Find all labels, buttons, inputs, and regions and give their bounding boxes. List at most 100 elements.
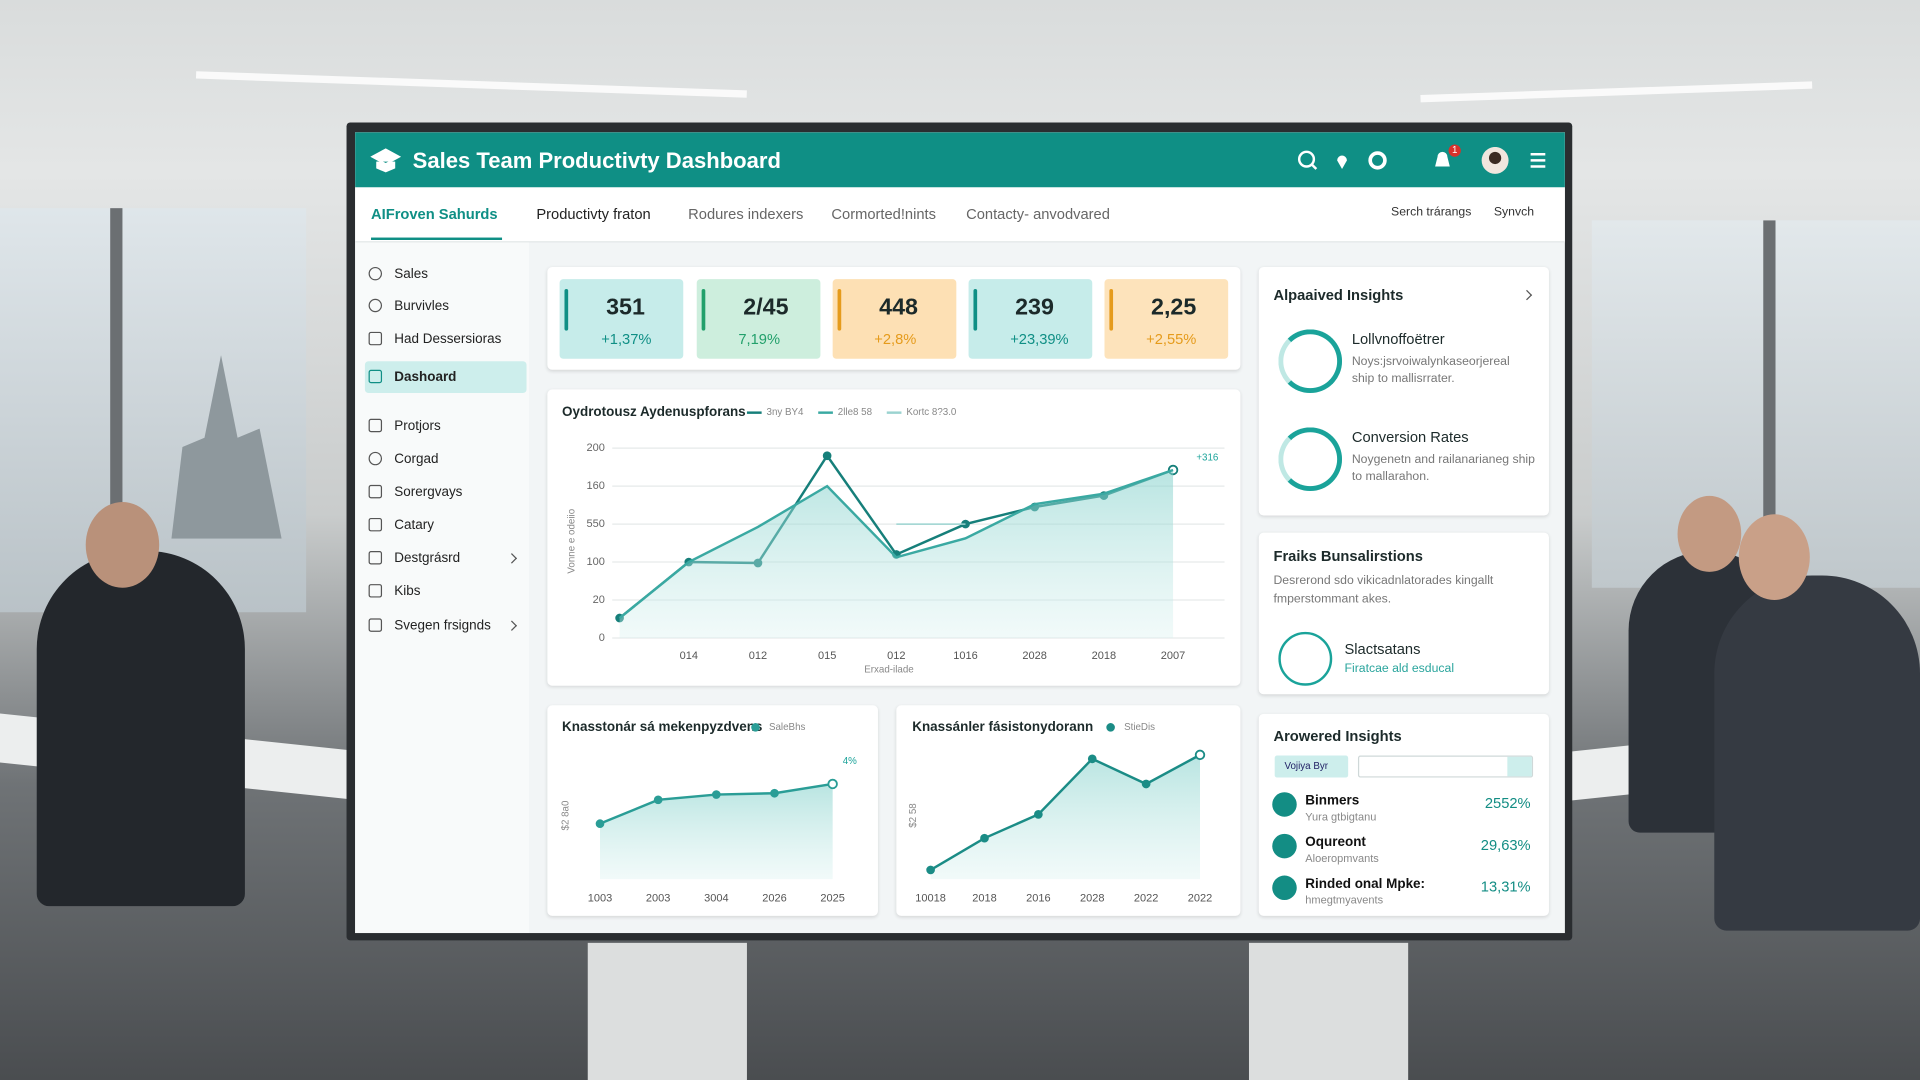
sidebar-item[interactable]: Had Dessersioras <box>394 331 502 347</box>
x-tick-label: 1016 <box>953 650 978 662</box>
sidebar-item[interactable]: Destgrásrd <box>394 551 461 566</box>
powered-card <box>1258 713 1549 916</box>
rec-ring <box>1278 631 1333 686</box>
kpi-tile <box>968 279 1093 359</box>
sidebar-icon <box>368 266 383 281</box>
x-tick-label: 3004 <box>704 893 729 905</box>
panel-text: Desrerond sdo vikicadnlatorades kingallt… <box>1273 574 1494 607</box>
rec-text: Firatcae ald esducal <box>1344 662 1455 676</box>
y-tick-label: 100 <box>587 556 605 568</box>
kpi-change: +1,37% <box>601 330 652 348</box>
sidebar-icon <box>368 418 383 433</box>
line <box>618 468 1174 619</box>
x-tick-label: 1003 <box>588 893 613 905</box>
sync-dropdown[interactable]: Synvch <box>1493 205 1535 220</box>
kpi-value: 448 <box>879 295 919 321</box>
x-tick-label: 2025 <box>820 893 845 905</box>
tab[interactable]: AIFroven Sahurds <box>371 205 498 223</box>
point <box>822 451 832 461</box>
point <box>1034 810 1043 819</box>
x-tick-label: 2018 <box>972 893 997 905</box>
filter-button <box>1507 756 1532 777</box>
cabinet <box>587 942 747 1080</box>
tab[interactable]: Productivty fraton <box>536 205 651 223</box>
row-name: Binmers <box>1305 793 1360 809</box>
tab[interactable]: Cormorted!nints <box>831 205 936 223</box>
rec-name: Slactsatans <box>1344 640 1421 658</box>
person-head <box>1738 514 1810 601</box>
header-bar <box>355 132 1565 188</box>
y-tick-label: 20 <box>593 594 605 606</box>
sidebar-icon <box>368 618 383 632</box>
search-field[interactable]: Serch trárangs <box>1391 205 1472 220</box>
active-tab-underline <box>371 237 503 241</box>
y-tick-label: 160 <box>587 480 605 492</box>
sidebar-item[interactable]: Dashoard <box>394 369 457 385</box>
sidebar-item[interactable]: Svegen frsignds <box>394 618 491 634</box>
row-sub: Aloeropmvants <box>1305 852 1379 865</box>
kpi-value: 239 <box>1015 295 1054 321</box>
chart-title: Knasstonár sá mekenpyzdvens <box>562 719 762 734</box>
y-tick-label: 200 <box>587 442 605 454</box>
sidebar-item[interactable]: Protjors <box>394 418 441 434</box>
point <box>595 819 605 828</box>
sidebar-item[interactable]: Sorergvays <box>394 484 463 500</box>
sidebar-item[interactable]: Sales <box>394 266 428 282</box>
row-sub: Yura gtbigtanu <box>1305 810 1377 823</box>
legend-label: 2lle8 58 <box>838 407 873 418</box>
y-axis-label: $2 8a0 <box>560 800 571 830</box>
app-title: Sales Team Productivty Dashboard <box>412 148 781 173</box>
sidebar-item[interactable]: Burvivles <box>394 298 449 314</box>
panel-title: Arowered Insights <box>1273 727 1402 745</box>
x-axis-label: Erxad-ilade <box>864 664 913 675</box>
tab[interactable]: Contacty- anvodvared <box>966 205 1110 223</box>
filter-label[interactable]: Vojiya Byr <box>1284 760 1329 772</box>
legend-label: SaleBhs <box>769 722 806 733</box>
point <box>1141 779 1151 789</box>
sidebar-item[interactable]: Catary <box>394 517 434 533</box>
sidebar-icon <box>368 451 383 466</box>
cabinet <box>1248 942 1409 1080</box>
insight-text: Noys:jsrvoiwalynkaseorjereal ship to mal… <box>1351 355 1510 386</box>
row-name: Oqureont <box>1305 835 1366 850</box>
line <box>929 753 1201 871</box>
header-icons[interactable] <box>1296 146 1553 176</box>
kpi-tile <box>832 279 957 359</box>
person-head <box>1677 495 1742 572</box>
point <box>1194 749 1206 761</box>
insight-name: Conversion Rates <box>1351 428 1469 446</box>
point <box>1087 754 1097 764</box>
sidebar-icon <box>368 551 383 565</box>
tab[interactable]: Rodures indexers <box>688 205 804 223</box>
person <box>36 551 245 907</box>
x-tick-label: 2028 <box>1080 893 1105 905</box>
x-tick-label: 012 <box>749 650 767 662</box>
tab-bar <box>355 187 1565 243</box>
sidebar <box>355 242 529 934</box>
row-sub: hmegtmyavents <box>1305 893 1384 907</box>
sidebar-icon <box>368 584 383 598</box>
kpi-icon <box>837 288 842 331</box>
sidebar-item[interactable]: Corgad <box>394 451 439 467</box>
sidebar-item[interactable]: Kibs <box>394 584 421 599</box>
kpi-tile <box>1104 279 1229 359</box>
kpi-change: 7,19% <box>738 330 781 348</box>
legend-swatch <box>751 723 760 732</box>
kpi-value: 2,25 <box>1151 295 1197 321</box>
kpi-value: 2/45 <box>743 295 789 321</box>
kpi-tile <box>696 279 821 359</box>
x-tick-label: 2022 <box>1134 893 1159 905</box>
sidebar-icon <box>368 484 383 499</box>
y-tick-label: 550 <box>587 518 605 530</box>
row-pct: 13,31% <box>1480 877 1531 896</box>
area <box>930 754 1201 880</box>
legend-label: Kortc 8?3.0 <box>906 407 957 418</box>
kpi-change: +2,8% <box>874 330 917 348</box>
y-axis-label: $2 58 <box>908 803 919 828</box>
kpi-change: +23,39% <box>1010 330 1069 348</box>
filter-input <box>1357 755 1534 778</box>
insight-ring <box>1278 427 1343 492</box>
